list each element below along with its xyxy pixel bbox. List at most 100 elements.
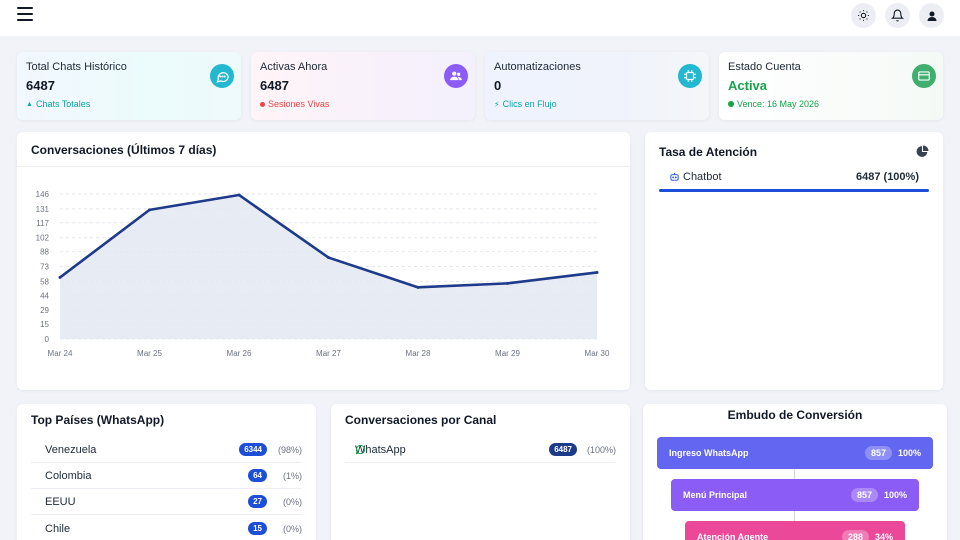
data-point xyxy=(506,281,509,285)
x-tick-label: Mar 24 xyxy=(48,349,73,358)
stat-card-automatizaciones: Automatizaciones 0 ⚡ Clics en Flujo xyxy=(485,52,709,120)
tasa-title: Tasa de Atención xyxy=(659,145,758,159)
series-area xyxy=(60,194,597,339)
funnel-connector xyxy=(794,511,795,521)
y-tick-label: 44 xyxy=(40,291,49,300)
credit-card-icon xyxy=(912,64,936,88)
x-tick-label: Mar 28 xyxy=(406,349,431,358)
stat-card-estado-cuenta: Estado Cuenta Activa Vence: 16 May 2026 xyxy=(719,52,943,120)
canal-title: Conversaciones por Canal xyxy=(345,413,497,427)
y-tick-label: 29 xyxy=(40,306,49,315)
stat-label: Total Chats Histórico xyxy=(26,61,127,73)
conversations-chart: 0 15 29 44 58 73 88 102 117 131 146 Mar 24 Mar 25 Mar… xyxy=(36,190,610,358)
funnel-stage-menu: Menú Principal 857 100% xyxy=(671,479,919,511)
robot-icon xyxy=(669,171,680,185)
funnel-stage-atencion: Atención Agente 288 34% xyxy=(685,521,905,540)
divider xyxy=(17,166,630,167)
data-point xyxy=(327,256,330,260)
top-icons xyxy=(851,3,944,28)
list-item: Chile 15 (0%) xyxy=(31,516,302,540)
list-item: Venezuela 6344 (98%) xyxy=(31,437,302,463)
y-tick-label: 58 xyxy=(40,277,49,286)
top-bar xyxy=(0,0,960,36)
triangle-up-icon: ▲ xyxy=(26,100,33,108)
stat-value: 6487 xyxy=(26,78,55,93)
x-tick-label: Mar 29 xyxy=(495,349,520,358)
percent: (100%) xyxy=(586,444,616,455)
users-icon xyxy=(444,64,468,88)
stage-name: Atención Agente xyxy=(697,532,769,540)
country-name: Chile xyxy=(45,522,71,535)
y-tick-label: 102 xyxy=(36,234,50,243)
stat-sub-label: Sesiones Vivas xyxy=(268,99,330,109)
stat-value: Activa xyxy=(728,78,768,93)
y-tick-label: 88 xyxy=(40,248,49,257)
whatsapp-icon xyxy=(355,444,366,458)
user-icon[interactable] xyxy=(919,3,944,28)
country-name: Venezuela xyxy=(45,443,97,456)
y-tick-label: 73 xyxy=(40,263,49,272)
tasa-row-label: Chatbot xyxy=(683,171,722,183)
stat-sub: Sesiones Vivas xyxy=(260,99,329,109)
canal-card: Conversaciones por Canal WhatsApp 6487 (… xyxy=(331,404,630,540)
tasa-progress-fill xyxy=(659,189,929,192)
count-badge: 64 xyxy=(248,469,267,482)
percent: (98%) xyxy=(277,444,302,455)
bolt-icon: ⚡ xyxy=(494,99,500,109)
stage-percent: 34% xyxy=(874,532,893,540)
stat-card-total-chats: Total Chats Histórico 6487 ▲ Chats Total… xyxy=(17,52,241,120)
x-tick-label: Mar 26 xyxy=(227,349,252,358)
country-name: Colombia xyxy=(45,469,92,482)
tasa-progress-bar xyxy=(659,189,929,192)
stage-percent: 100% xyxy=(897,448,921,458)
stat-sub: Vence: 16 May 2026 xyxy=(728,99,819,109)
stat-sub-label: Vence: 16 May 2026 xyxy=(737,99,820,109)
percent: (1%) xyxy=(282,470,302,481)
data-point xyxy=(237,193,241,197)
stat-label: Automatizaciones xyxy=(494,61,581,73)
tasa-row-chatbot: Chatbot 6487 (100%) xyxy=(659,171,929,185)
stat-sub: ▲ Chats Totales xyxy=(26,99,90,109)
pie-chart-icon xyxy=(916,145,929,163)
percent: (0%) xyxy=(282,496,302,507)
paises-title: Top Países (WhatsApp) xyxy=(31,413,165,427)
x-tick-label: Mar 27 xyxy=(316,349,341,358)
data-point xyxy=(148,208,151,212)
stat-value: 6487 xyxy=(260,78,289,93)
top-paises-card: Top Países (WhatsApp) Venezuela 6344 (98… xyxy=(17,404,316,540)
stage-name: Ingreso WhatsApp xyxy=(669,448,749,458)
chat-icon xyxy=(210,64,234,88)
data-point xyxy=(595,270,599,274)
conversations-title: Conversaciones (Últimos 7 días) xyxy=(31,143,217,157)
country-name: EEUU xyxy=(45,495,76,508)
percent: (0%) xyxy=(282,523,302,534)
conversations-chart-card: Conversaciones (Últimos 7 días) 0 15 29 44 5… xyxy=(17,132,630,390)
y-tick-label: 15 xyxy=(40,320,49,329)
stat-label: Activas Ahora xyxy=(260,61,328,73)
hamburger-icon[interactable] xyxy=(17,7,33,21)
y-tick-label: 131 xyxy=(36,205,50,214)
stat-label: Estado Cuenta xyxy=(728,61,801,73)
sun-icon[interactable] xyxy=(851,3,876,28)
check-circle-icon xyxy=(728,101,734,107)
bell-icon[interactable] xyxy=(885,3,910,28)
stage-percent: 100% xyxy=(883,490,907,500)
list-item: Colombia 64 (1%) xyxy=(31,463,302,489)
tasa-row-value: 6487 (100%) xyxy=(856,171,919,183)
list-item: EEUU 27 (0%) xyxy=(31,489,302,515)
funnel-connector xyxy=(794,469,795,480)
data-point xyxy=(58,275,62,279)
x-tick-label: Mar 30 xyxy=(585,349,610,358)
channel-name: WhatsApp xyxy=(355,443,406,456)
count-badge: 15 xyxy=(248,522,267,535)
y-tick-label: 0 xyxy=(45,335,50,344)
y-tick-label: 146 xyxy=(36,190,50,199)
stage-count: 288 xyxy=(841,530,869,540)
y-tick-label: 117 xyxy=(36,219,49,228)
stat-sub: ⚡ Clics en Flujo xyxy=(494,99,557,109)
funnel-stage-ingreso: Ingreso WhatsApp 857 100% xyxy=(657,437,933,469)
count-badge: 6487 xyxy=(549,443,577,456)
dot-icon xyxy=(260,101,265,107)
stage-name: Menú Principal xyxy=(683,490,748,500)
stat-sub-label: Clics en Flujo xyxy=(502,99,557,109)
